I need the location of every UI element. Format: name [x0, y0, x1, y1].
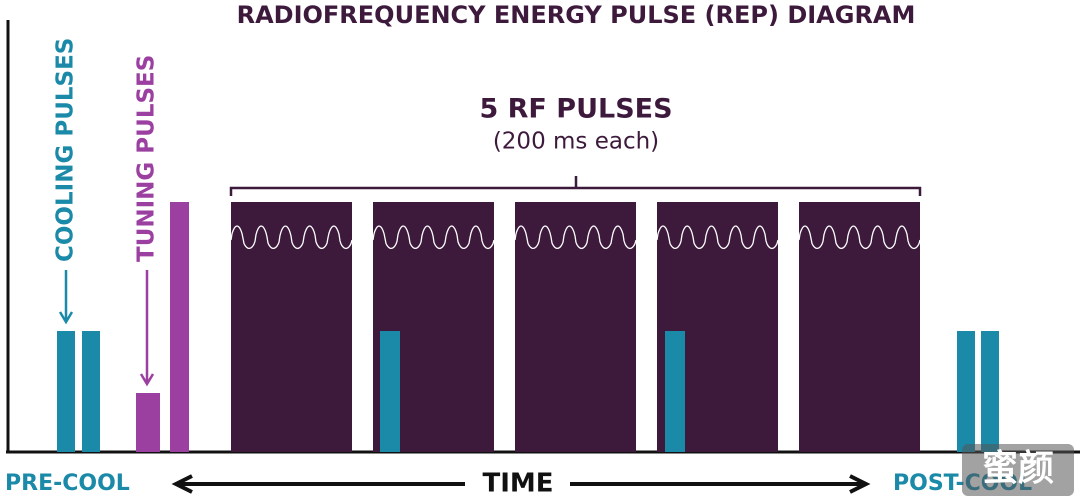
tuning-bar	[170, 202, 189, 452]
rf-pulses	[230, 202, 921, 452]
watermark: 蜜颜	[982, 448, 1054, 489]
rf-wave	[230, 225, 353, 250]
cooling-bar	[957, 331, 975, 452]
cooling-bar	[380, 331, 400, 452]
rf-pulse	[515, 202, 636, 452]
cooling-bars	[57, 331, 100, 452]
rf-wave	[798, 225, 921, 250]
bracket	[229, 176, 922, 196]
tuning-label: TUNING PULSES	[134, 55, 160, 262]
rf-note: (200 ms each)	[493, 129, 659, 155]
pre-cool-label: PRE-COOL	[5, 471, 130, 496]
rf-pulse	[231, 202, 352, 452]
rf-pulse	[799, 202, 920, 452]
time-arrows	[171, 474, 871, 494]
rf-label: 5 RF PULSES	[479, 94, 672, 125]
title: RADIOFREQUENCY ENERGY PULSE (REP) DIAGRA…	[237, 1, 916, 29]
cooling-label: COOLING PULSES	[53, 38, 79, 262]
cooling-bar	[82, 331, 100, 452]
rf-wave	[656, 225, 779, 250]
time-label: TIME	[482, 469, 553, 499]
tuning-arrow	[139, 270, 155, 387]
cooling-bar	[981, 331, 999, 452]
rf-wave	[372, 225, 495, 250]
rf-wave	[514, 225, 637, 250]
tuning-bar	[136, 393, 160, 452]
cooling-bar	[57, 331, 75, 452]
cooling-bar	[665, 331, 685, 452]
cooling-arrow	[58, 270, 74, 325]
watermark-box	[962, 444, 1074, 496]
